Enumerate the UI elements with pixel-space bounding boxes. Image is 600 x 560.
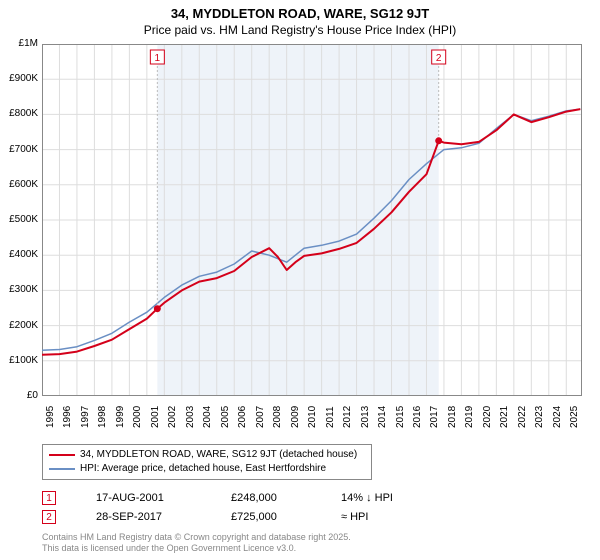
x-tick-label: 2024: [552, 406, 563, 428]
y-tick-label: £200K: [9, 320, 38, 331]
y-tick-label: £100K: [9, 355, 38, 366]
x-tick-label: 2002: [167, 406, 178, 428]
legend-row: 34, MYDDLETON ROAD, WARE, SG12 9JT (deta…: [49, 448, 365, 462]
x-tick-label: 2005: [220, 406, 231, 428]
sale-price: £248,000: [231, 492, 341, 504]
x-tick-label: 2000: [132, 406, 143, 428]
x-tick-label: 2015: [395, 406, 406, 428]
y-tick-label: £0: [27, 390, 38, 401]
title-block: 34, MYDDLETON ROAD, WARE, SG12 9JT Price…: [0, 0, 600, 37]
x-tick-label: 2020: [482, 406, 493, 428]
y-tick-label: £400K: [9, 249, 38, 260]
x-tick-label: 1997: [80, 406, 91, 428]
x-tick-label: 2012: [342, 406, 353, 428]
x-tick-label: 1996: [62, 406, 73, 428]
x-tick-label: 2010: [307, 406, 318, 428]
x-tick-label: 2014: [377, 406, 388, 428]
x-tick-label: 2003: [185, 406, 196, 428]
legend-label: 34, MYDDLETON ROAD, WARE, SG12 9JT (deta…: [80, 448, 357, 462]
sale-rel-hpi: ≈ HPI: [341, 511, 368, 523]
x-tick-label: 2007: [255, 406, 266, 428]
y-tick-label: £300K: [9, 284, 38, 295]
chart-container: 34, MYDDLETON ROAD, WARE, SG12 9JT Price…: [0, 0, 600, 560]
x-tick-label: 2013: [360, 406, 371, 428]
y-tick-label: £1M: [19, 38, 38, 49]
legend-label: HPI: Average price, detached house, East…: [80, 462, 326, 476]
x-tick-label: 1998: [97, 406, 108, 428]
svg-text:2: 2: [436, 53, 442, 64]
y-tick-label: £800K: [9, 108, 38, 119]
chart-area: 12 £0£100K£200K£300K£400K£500K£600K£700K…: [42, 44, 582, 396]
x-tick-label: 1999: [115, 406, 126, 428]
x-tick-label: 2021: [499, 406, 510, 428]
x-tick-label: 2016: [412, 406, 423, 428]
sale-price: £725,000: [231, 511, 341, 523]
x-tick-label: 2023: [534, 406, 545, 428]
x-tick-label: 2009: [290, 406, 301, 428]
sale-date: 28-SEP-2017: [96, 511, 231, 523]
chart-title: 34, MYDDLETON ROAD, WARE, SG12 9JT: [0, 6, 600, 21]
y-tick-label: £900K: [9, 73, 38, 84]
sale-rows: 1 17-AUG-2001£248,00014% ↓ HPI 2 28-SEP-201…: [42, 486, 582, 524]
sale-marker-dot-1: [154, 305, 161, 312]
x-tick-label: 2001: [150, 406, 161, 428]
sale-marker-ref: 1: [42, 491, 56, 505]
sale-date: 17-AUG-2001: [96, 492, 231, 504]
sale-rel-hpi: 14% ↓ HPI: [341, 492, 393, 504]
chart-subtitle: Price paid vs. HM Land Registry's House …: [0, 23, 600, 37]
x-tick-label: 1995: [45, 406, 56, 428]
svg-text:1: 1: [155, 53, 161, 64]
x-tick-label: 2004: [202, 406, 213, 428]
x-tick-label: 2017: [429, 406, 440, 428]
y-tick-label: £500K: [9, 214, 38, 225]
legend-row: HPI: Average price, detached house, East…: [49, 462, 365, 476]
x-tick-label: 2006: [237, 406, 248, 428]
x-tick-label: 2022: [517, 406, 528, 428]
credit-line-1: Contains HM Land Registry data © Crown c…: [42, 532, 351, 543]
y-tick-label: £600K: [9, 179, 38, 190]
x-axis-labels: 1995 1996 1997 1998 1999 2000 2001 2002 2003 2004…: [42, 398, 582, 442]
credit-line-2: This data is licensed under the Open Gov…: [42, 543, 351, 554]
x-tick-label: 2011: [325, 406, 336, 428]
y-tick-label: £700K: [9, 144, 38, 155]
sale-marker-dot-2: [435, 137, 442, 144]
sale-row: 1 17-AUG-2001£248,00014% ↓ HPI: [42, 491, 582, 505]
x-tick-label: 2019: [464, 406, 475, 428]
sale-marker-ref: 2: [42, 510, 56, 524]
x-tick-label: 2025: [569, 406, 580, 428]
legend-swatch: [49, 468, 75, 470]
legend: 34, MYDDLETON ROAD, WARE, SG12 9JT (deta…: [42, 444, 372, 480]
x-tick-label: 2018: [447, 406, 458, 428]
legend-swatch: [49, 454, 75, 456]
sale-row: 2 28-SEP-2017£725,000≈ HPI: [42, 510, 582, 524]
chart-svg: 12: [42, 44, 582, 396]
x-tick-label: 2008: [272, 406, 283, 428]
credit-text: Contains HM Land Registry data © Crown c…: [42, 532, 351, 554]
